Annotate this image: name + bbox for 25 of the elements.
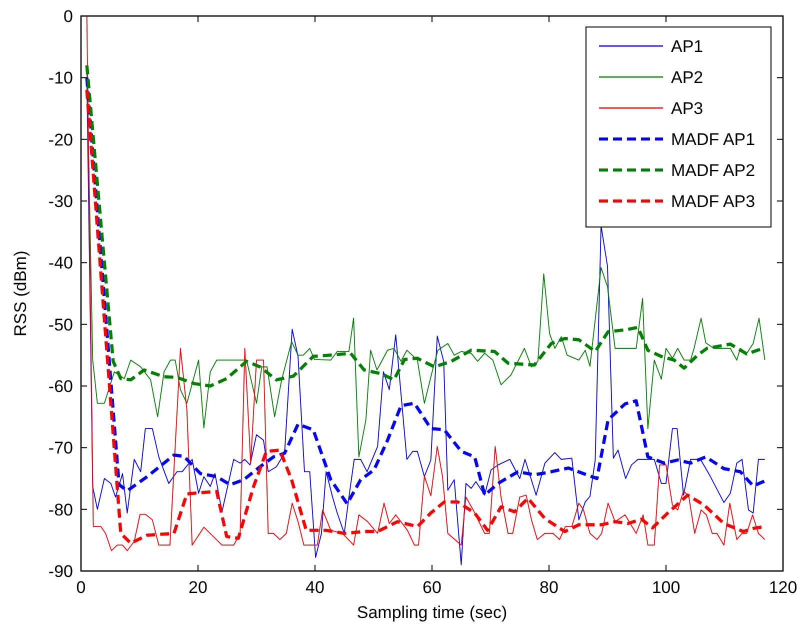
- legend-label: AP2: [671, 68, 704, 87]
- x-axis-title: Sampling time (sec): [356, 603, 508, 622]
- legend-label: MADF AP2: [671, 160, 756, 180]
- y-tick-label: -30: [48, 192, 73, 211]
- y-tick-label: -10: [48, 68, 73, 88]
- y-tick-label: -60: [48, 376, 73, 396]
- y-tick-label: -80: [48, 500, 73, 520]
- y-tick-label: -90: [48, 562, 73, 581]
- legend-label: MADF AP3: [671, 192, 756, 211]
- x-tick-label: 0: [76, 578, 86, 597]
- x-tick-label: 40: [306, 578, 324, 597]
- y-tick-label: -70: [48, 438, 73, 458]
- x-tick-label: 100: [652, 578, 680, 597]
- y-tick-label: 0: [64, 6, 73, 26]
- x-tick-label: 60: [422, 578, 442, 597]
- y-tick-label: -40: [48, 254, 73, 273]
- y-tick-label: -50: [48, 315, 73, 334]
- x-tick-label: 120: [768, 578, 798, 597]
- legend-label: AP1: [671, 36, 704, 56]
- y-axis-title: RSS (dBm): [11, 250, 30, 336]
- legend-label: MADF AP1: [671, 130, 756, 149]
- x-tick-label: 80: [540, 578, 558, 597]
- legend-label: AP3: [671, 98, 704, 118]
- y-tick-label: -20: [48, 130, 73, 150]
- x-tick-label: 20: [188, 578, 208, 597]
